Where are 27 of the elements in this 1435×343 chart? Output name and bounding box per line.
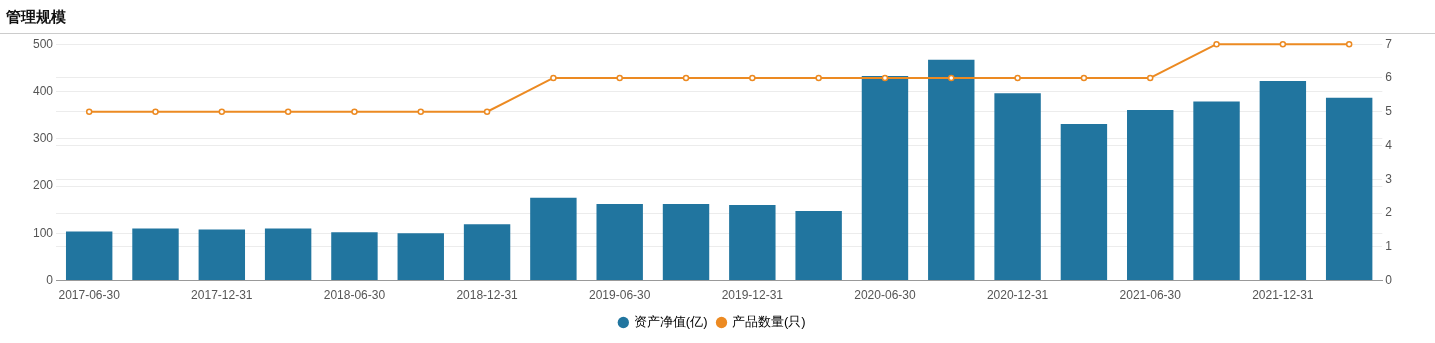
y2-tick-label: 7 — [1385, 36, 1393, 51]
y-tick-label: 300 — [32, 131, 54, 146]
x-tick-label: 2020-06-30 — [854, 288, 916, 303]
y-tick-label: 0 — [46, 272, 54, 287]
x-tick-label: 2021-12-31 — [1252, 288, 1314, 303]
y2-tick-label: 6 — [1385, 70, 1393, 85]
legend-label: 产品数量(只) — [732, 314, 806, 330]
y-tick-label: 400 — [32, 83, 54, 98]
legend-label: 资产净值(亿) — [633, 314, 708, 330]
x-tick-label: 2020-12-31 — [986, 288, 1049, 303]
y2-tick-label: 2 — [1385, 205, 1393, 220]
y2-tick-label: 1 — [1385, 239, 1393, 254]
y2-tick-label: 0 — [1385, 272, 1393, 287]
chart-title: 管理规模 — [0, 0, 1435, 34]
y-tick-label: 500 — [32, 36, 54, 51]
x-tick-label: 2018-12-31 — [456, 288, 519, 303]
x-tick-label: 2017-12-31 — [191, 288, 253, 303]
y2-tick-label: 5 — [1385, 104, 1393, 119]
y-tick-label: 100 — [32, 225, 54, 240]
x-tick-label: 2018-06-30 — [323, 288, 386, 303]
y2-tick-label: 4 — [1385, 137, 1393, 152]
x-tick-label: 2021-06-30 — [1119, 288, 1182, 303]
y2-tick-label: 3 — [1385, 171, 1393, 186]
x-tick-label: 2017-06-30 — [58, 288, 121, 303]
x-tick-label: 2019-12-31 — [721, 288, 784, 303]
x-tick-label: 2019-06-30 — [589, 288, 651, 303]
y-tick-label: 200 — [32, 178, 54, 193]
